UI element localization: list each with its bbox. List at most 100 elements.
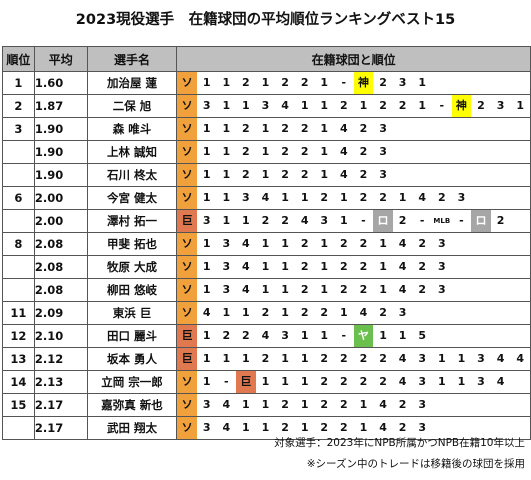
season-standing: 2 [379,76,387,89]
season-standing: 2 [398,421,407,434]
season-standing: 3 [202,214,211,227]
season-standing: 1 [300,398,309,411]
season-standing: 3 [202,421,211,434]
season-standing: 4 [379,421,387,434]
season-standing: 2 [359,122,368,135]
season-standing: 1 [418,99,427,112]
page-title: 2023現役選手 在籍球団の平均順位ランキングベスト15 [75,12,456,28]
table-row: 2.00 澤村 拓一巨 3 1 1 2 2 4 3 1- ロ 2- MLB - ロ 2 [2,209,531,233]
season-standing: 2 [340,352,348,365]
team-badge-tigers: 神 [451,95,472,117]
season-standing: 1 [202,329,211,342]
rank-cell: 3 [2,117,35,141]
mlb-label: MLB [433,217,451,225]
table-row: 3 1.90 森 唯斗ソ 1 1 2 1 2 2 1 4 2 3 [2,117,531,141]
season-standing: 1 [261,76,270,89]
season-standing: 2 [320,421,329,434]
season-standing: 2 [359,352,368,365]
season-standing: 1 [222,76,231,89]
rank-cell: 15 [2,393,35,417]
season-standing: 1 [261,421,270,434]
average-cell: 2.08 [33,255,88,279]
season-standing: 1 [300,421,309,434]
rank-cell: 12 [2,324,35,348]
season-standing: 4 [202,306,211,319]
player-name-cell: 田口 麗斗 [86,324,178,348]
team-badge-hawks: ソ [177,164,197,186]
table-row: 2.17 武田 翔太ソ 3 4 1 1 2 1 2 2 1 4 2 3 [2,416,531,440]
season-standing: 1 [222,145,231,158]
season-standing: 1 [418,76,427,89]
season-standing: 1 [202,122,211,135]
season-standing: 2 [418,260,427,273]
team-badge-marines: ロ [471,210,491,232]
season-standing: 4 [300,214,309,227]
table-row: 1.90 石川 柊太ソ 1 1 2 1 2 2 1 4 2 3 [2,163,531,187]
season-standing: 1 [261,260,270,273]
season-standing: 2 [398,99,407,112]
header-row: 順位 平均 選手名 在籍球団と順位 [2,46,531,72]
season-standing: 1 [379,237,387,250]
team-badge-giants: 巨 [236,371,256,393]
season-standing: 4 [222,398,231,411]
season-standing: 3 [437,260,446,273]
average-cell: 1.90 [33,140,88,164]
table-row: 12 2.10 田口 麗斗巨 1 2 2 4 3 1 1- ヤ 1 1 5 [2,324,531,348]
team-badge-hawks: ソ [177,72,197,94]
season-standing: 1 [359,398,368,411]
season-standing: 4 [398,283,407,296]
season-standing: 1 [340,306,348,319]
team-badge-hawks: ソ [177,394,197,416]
season-standing: 3 [242,191,250,204]
season-standing: 2 [340,260,348,273]
season-standing: 1 [300,375,309,388]
season-standing: 1 [320,283,329,296]
season-standing: 1 [340,191,348,204]
team-badge-hawks: ソ [177,141,197,163]
player-name-cell: 柳田 悠岐 [86,278,178,302]
player-name-cell: 二保 旭 [86,94,178,118]
season-standing: 3 [418,375,427,388]
season-standing: 3 [418,352,427,365]
rank-cell: 6 [2,186,35,210]
season-standing: 1 [202,237,211,250]
season-standing: 2 [300,237,309,250]
season-standing: 4 [340,168,348,181]
season-standing: 1 [379,329,387,342]
season-standing: 1 [202,145,211,158]
season-standing: 2 [222,329,231,342]
average-cell: 1.90 [33,163,88,187]
season-standing: 2 [242,145,250,158]
season-standing: 1 [261,145,270,158]
season-standing: 2 [359,168,368,181]
note-trade: ※シーズン中のトレードは移籍後の球団を採用 [306,458,525,470]
team-badge-hawks: ソ [177,417,197,439]
season-standing: 2 [242,168,250,181]
team-badge-giants: 巨 [177,210,197,232]
season-standing: 3 [379,145,387,158]
team-badge-hawks: ソ [177,187,197,209]
season-standing: 1 [300,329,309,342]
player-name-cell: 石川 柊太 [86,163,178,187]
season-standing: 2 [300,145,309,158]
season-standing: 1 [222,352,231,365]
season-standing: 4 [242,260,250,273]
average-cell: 1.87 [33,94,88,118]
season-standing: 3 [477,352,485,365]
season-standing: 1 [242,398,250,411]
season-standing: 1 [202,260,211,273]
season-standing: 2 [320,398,329,411]
season-standing: 4 [379,398,387,411]
season-standing: 1 [457,352,466,365]
season-standing: 4 [261,191,270,204]
transfer-dash: - [223,375,229,388]
season-standing: 1 [320,329,329,342]
team-badge-hawks: ソ [177,118,197,140]
season-standing: 1 [398,329,407,342]
